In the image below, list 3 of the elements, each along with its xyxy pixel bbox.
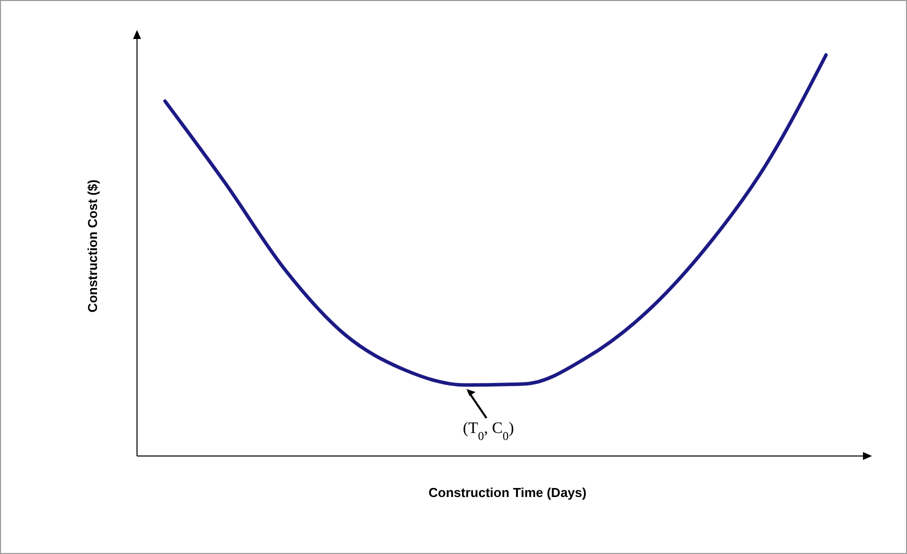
x-axis-title: Construction Time (Days) bbox=[428, 485, 586, 500]
y-axis-title: Construction Cost ($) bbox=[85, 180, 100, 312]
annotation: (T$_{0}$, C$_{0}$) bbox=[462, 420, 514, 444]
